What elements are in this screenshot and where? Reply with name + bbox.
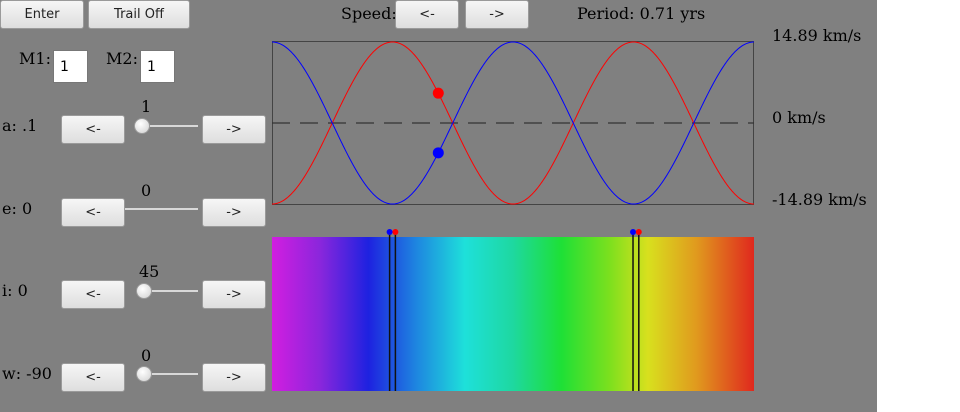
m2-label: M2:	[106, 49, 138, 68]
param-w-increase-button[interactable]: ->	[202, 363, 266, 392]
param-a-value: 1	[141, 97, 152, 116]
trail-toggle-button[interactable]: Trail Off	[88, 0, 190, 29]
line-marker-1-2	[392, 229, 399, 235]
speed-label: Speed:	[341, 4, 397, 23]
param-e-increase-button[interactable]: ->	[202, 198, 266, 227]
param-w-label: w: -90	[2, 364, 52, 383]
param-a-decrease-button[interactable]: <-	[61, 115, 125, 144]
m2-input[interactable]	[140, 50, 175, 83]
m1-input[interactable]	[53, 50, 88, 83]
param-e-value: 0	[141, 181, 152, 200]
param-i-value: 45	[139, 262, 160, 281]
y-tick-max: 14.89 km/s	[772, 26, 862, 45]
param-w-slider-track[interactable]	[136, 373, 198, 375]
y-tick-zero: 0 km/s	[772, 108, 826, 127]
param-w-slider-thumb[interactable]	[136, 366, 152, 382]
radial-velocity-chart	[272, 41, 754, 205]
param-i-decrease-button[interactable]: <-	[61, 280, 125, 309]
param-a-slider-track[interactable]	[134, 125, 198, 127]
line-marker-2-2	[635, 229, 642, 235]
param-i-increase-button[interactable]: ->	[202, 280, 266, 309]
line-marker-1-1	[386, 229, 393, 235]
period-readout: Period: 0.71 yrs	[577, 4, 706, 23]
star-2-marker	[432, 147, 444, 159]
line-marker-2-1	[630, 229, 637, 235]
speed-increase-button[interactable]: ->	[465, 0, 529, 29]
param-i-label: i: 0	[2, 281, 28, 300]
velocity-curve-2	[272, 41, 754, 205]
param-e-slider-track[interactable]	[125, 208, 198, 210]
spectrum-gradient	[272, 237, 754, 391]
param-i-slider-thumb[interactable]	[136, 283, 152, 299]
enter-button[interactable]: Enter	[0, 0, 84, 29]
velocity-curve-1	[272, 41, 754, 205]
speed-decrease-button[interactable]: <-	[395, 0, 459, 29]
y-tick-min: -14.89 km/s	[772, 190, 867, 209]
star-1-marker	[432, 87, 444, 99]
param-a-increase-button[interactable]: ->	[202, 115, 266, 144]
binary-star-app: Enter Trail Off Speed: <- -> Period: 0.7…	[0, 0, 877, 412]
param-i-slider-track[interactable]	[136, 290, 198, 292]
param-a-label: a: .1	[2, 116, 38, 135]
param-a-slider-thumb[interactable]	[134, 118, 150, 134]
param-w-decrease-button[interactable]: <-	[61, 363, 125, 392]
param-w-value: 0	[141, 346, 152, 365]
m1-label: M1:	[19, 49, 51, 68]
param-e-decrease-button[interactable]: <-	[61, 198, 125, 227]
param-e-label: e: 0	[2, 199, 33, 218]
spectrum-panel	[272, 229, 754, 391]
